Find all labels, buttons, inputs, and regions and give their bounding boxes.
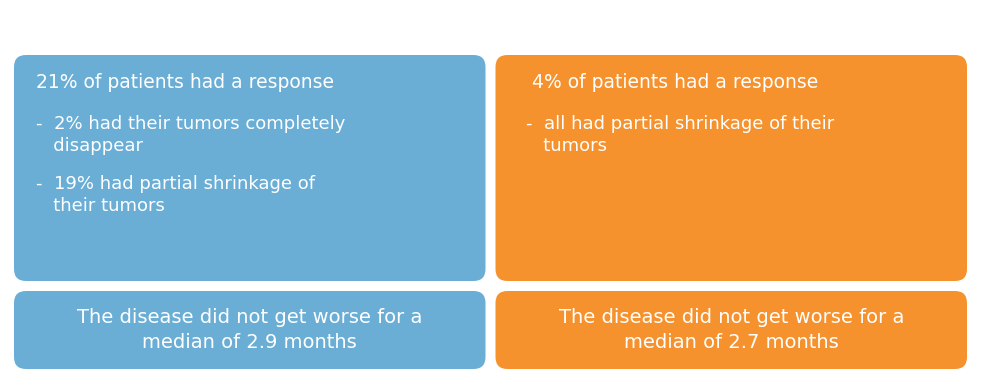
Text: The disease did not get worse for a
median of 2.9 months: The disease did not get worse for a medi… bbox=[77, 308, 423, 352]
Text: 21% of patients had a response: 21% of patients had a response bbox=[36, 73, 334, 92]
FancyBboxPatch shape bbox=[495, 55, 967, 281]
Text: -  all had partial shrinkage of their
   tumors: - all had partial shrinkage of their tum… bbox=[526, 115, 834, 155]
Text: 4% of patients had a response: 4% of patients had a response bbox=[526, 73, 818, 92]
Text: -  2% had their tumors completely
   disappear: - 2% had their tumors completely disappe… bbox=[36, 115, 345, 155]
FancyBboxPatch shape bbox=[14, 291, 486, 369]
FancyBboxPatch shape bbox=[495, 291, 967, 369]
Text: -  19% had partial shrinkage of
   their tumors: - 19% had partial shrinkage of their tum… bbox=[36, 175, 315, 215]
FancyBboxPatch shape bbox=[14, 55, 486, 281]
Text: The disease did not get worse for a
median of 2.7 months: The disease did not get worse for a medi… bbox=[558, 308, 904, 352]
